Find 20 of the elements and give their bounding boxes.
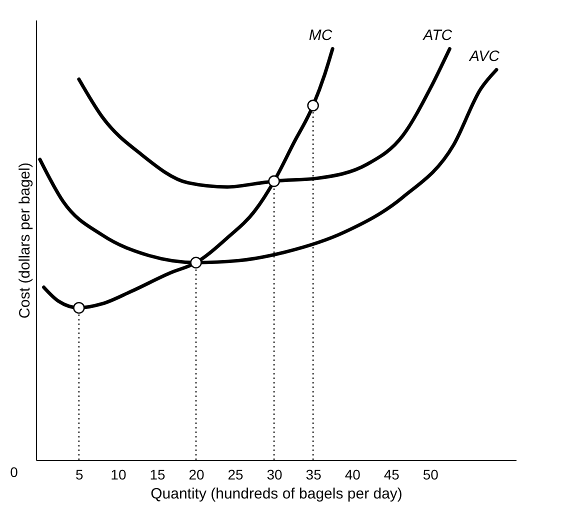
x-tick-label: 40 <box>344 466 361 482</box>
x-tick-label: 25 <box>228 466 244 482</box>
x-tick-label: 45 <box>384 466 400 482</box>
x-tick-label: 5 <box>76 466 84 482</box>
x-axis-title: Quantity (hundreds of bagels per day) <box>150 486 402 502</box>
series-label: ATC <box>422 26 452 44</box>
series-label: MC <box>308 26 332 44</box>
x-tick-label: 35 <box>306 466 322 482</box>
x-tick-label: 20 <box>188 466 204 482</box>
x-tick-label: 15 <box>150 466 166 482</box>
point <box>190 256 202 268</box>
y-axis-title: Cost (dollars per bagel) <box>16 162 34 318</box>
x-tick-label: 10 <box>110 466 126 482</box>
x-tick-label: 30 <box>266 466 283 482</box>
x-tick-label: 50 <box>422 466 439 482</box>
point <box>73 302 85 314</box>
text: 0 <box>10 464 18 480</box>
point <box>268 175 280 188</box>
point <box>307 100 319 112</box>
series-label: AVC <box>468 48 500 65</box>
